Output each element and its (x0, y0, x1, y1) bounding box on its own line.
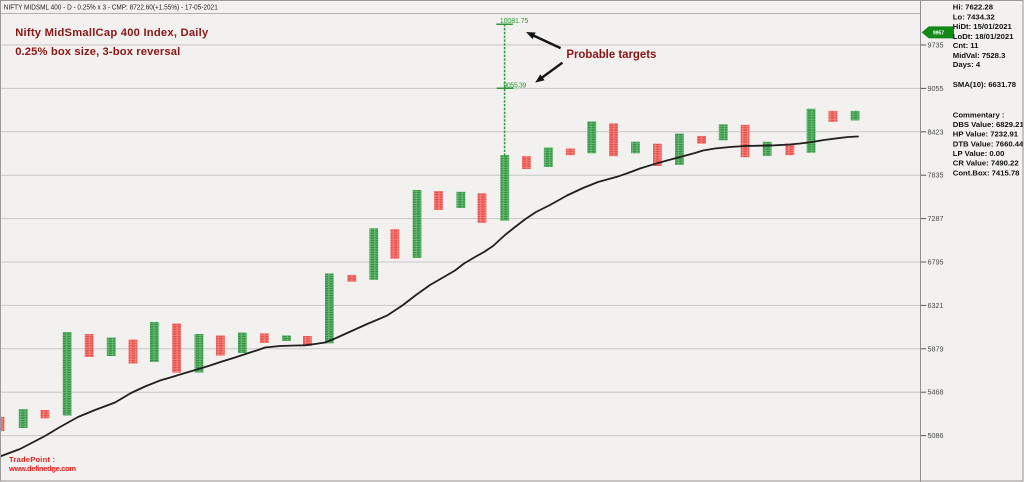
svg-text:5468: 5468 (928, 388, 944, 397)
svg-text:9055.39: 9055.39 (503, 82, 526, 89)
svg-text:MidVal: 7528.3: MidVal: 7528.3 (953, 51, 1006, 60)
svg-text:7835: 7835 (928, 171, 944, 180)
svg-text:SMA(10): 6631.78: SMA(10): 6631.78 (953, 80, 1017, 89)
svg-text:Nifty MidSmallCap 400 Index, D: Nifty MidSmallCap 400 Index, Daily (15, 27, 209, 39)
svg-text:8423: 8423 (928, 127, 944, 136)
svg-text:NIFTY MIDSML 400 - D - 0.25% x: NIFTY MIDSML 400 - D - 0.25% x 3 - CMP: … (4, 4, 218, 11)
svg-text:Commentary :: Commentary : (953, 111, 1005, 120)
svg-text:5086: 5086 (928, 431, 944, 440)
svg-text:Hi: 7622.28: Hi: 7622.28 (953, 3, 994, 12)
svg-text:10081.75: 10081.75 (500, 18, 529, 25)
svg-text:Days: 4: Days: 4 (953, 60, 981, 69)
svg-text:LP Value: 0.00: LP Value: 0.00 (953, 149, 1005, 158)
svg-text:9055: 9055 (928, 84, 944, 93)
svg-text:5879: 5879 (928, 344, 944, 353)
svg-text:6795: 6795 (928, 258, 944, 267)
svg-text:CR Value: 7490.22: CR Value: 7490.22 (953, 159, 1019, 168)
svg-text:HP Value: 7232.91: HP Value: 7232.91 (953, 130, 1019, 139)
svg-text:www.definedge.com: www.definedge.com (8, 464, 76, 473)
svg-text:9735: 9735 (928, 41, 944, 50)
svg-text:0.25% box size, 3-box reversal: 0.25% box size, 3-box reversal (15, 46, 180, 58)
svg-text:Cnt: 11: Cnt: 11 (953, 41, 979, 50)
svg-text:Cont.Box: 7415.78: Cont.Box: 7415.78 (953, 168, 1020, 177)
svg-text:6321: 6321 (928, 301, 944, 310)
svg-text:9957: 9957 (933, 31, 944, 37)
svg-text:Probable targets: Probable targets (566, 47, 656, 61)
svg-text:TradePoint :: TradePoint : (9, 455, 55, 464)
svg-text:LoDt: 18/01/2021: LoDt: 18/01/2021 (953, 32, 1014, 41)
svg-text:7287: 7287 (928, 214, 944, 223)
svg-text:DTB Value: 7660.44: DTB Value: 7660.44 (953, 139, 1024, 148)
svg-text:HiDt: 15/01/2021: HiDt: 15/01/2021 (953, 22, 1013, 31)
svg-text:DBS Value: 6829.21: DBS Value: 6829.21 (953, 120, 1024, 129)
svg-text:Lo: 7434.32: Lo: 7434.32 (953, 12, 995, 21)
